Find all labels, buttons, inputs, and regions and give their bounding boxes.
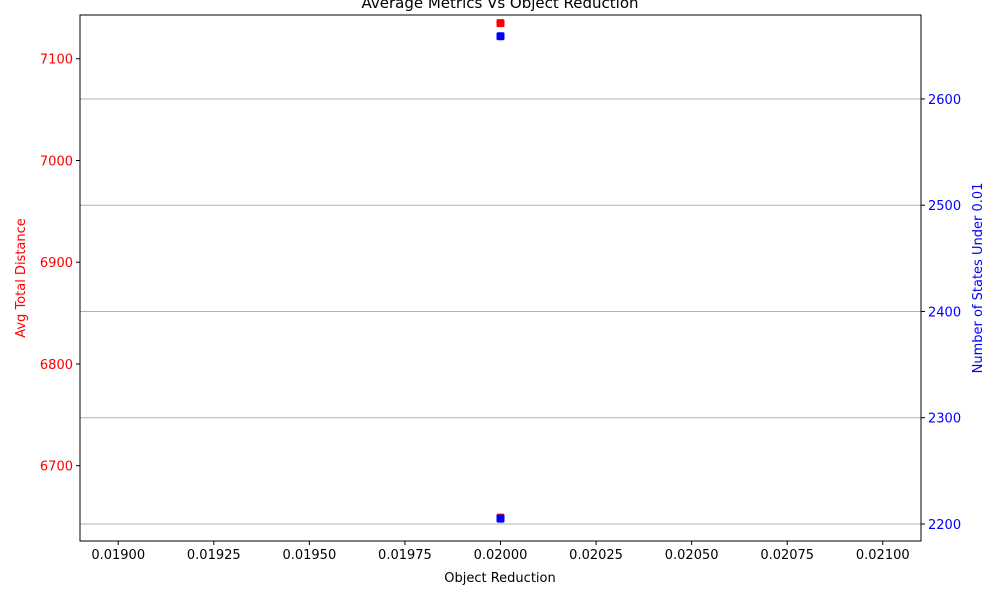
x-tick-label-7: 0.02075 [760,548,814,563]
x-tick-label-1: 0.01925 [187,548,241,563]
left-y-axis-label: Avg Total Distance [14,218,29,338]
right-y-axis-ticks: 2200 2300 2400 2500 2600 [921,93,961,533]
x-axis-label: Object Reduction [444,571,555,586]
left-y-tick-label-0: 6700 [40,460,73,475]
x-tick-label-6: 0.02050 [665,548,719,563]
left-y-tick-label-1: 6800 [40,358,73,373]
x-tick-label-4: 0.02000 [474,548,528,563]
x-tick-label-8: 0.02100 [856,548,910,563]
left-y-tick-label-4: 7100 [40,53,73,68]
left-y-axis-ticks: 6700 6800 6900 7000 7100 [40,53,80,475]
x-tick-label-5: 0.02025 [569,548,623,563]
right-y-tick-label-3: 2500 [928,199,961,214]
right-y-tick-label-4: 2600 [928,93,961,108]
data-point-series-0-1 [496,19,505,28]
plot-frame [79,14,922,542]
chart-title: Average Metrics Vs Object Reduction [361,0,638,12]
x-tick-label-3: 0.01975 [378,548,432,563]
data-points [496,19,505,523]
x-tick-label-0: 0.01900 [91,548,145,563]
right-y-tick-label-0: 2200 [928,518,961,533]
right-y-tick-label-2: 2400 [928,305,961,320]
right-y-axis-label: Number of States Under 0.01 [971,183,986,374]
right-y-tick-label-1: 2300 [928,412,961,427]
x-tick-label-2: 0.01950 [282,548,336,563]
left-y-tick-label-3: 7000 [40,154,73,169]
data-point-series-1-0 [496,514,505,523]
data-point-series-1-1 [496,32,505,41]
grid-lines [80,98,921,525]
x-axis-ticks: 0.01900 0.01925 0.01950 0.01975 0.02000 0.020… [91,541,910,563]
left-y-tick-label-2: 6900 [40,256,73,271]
